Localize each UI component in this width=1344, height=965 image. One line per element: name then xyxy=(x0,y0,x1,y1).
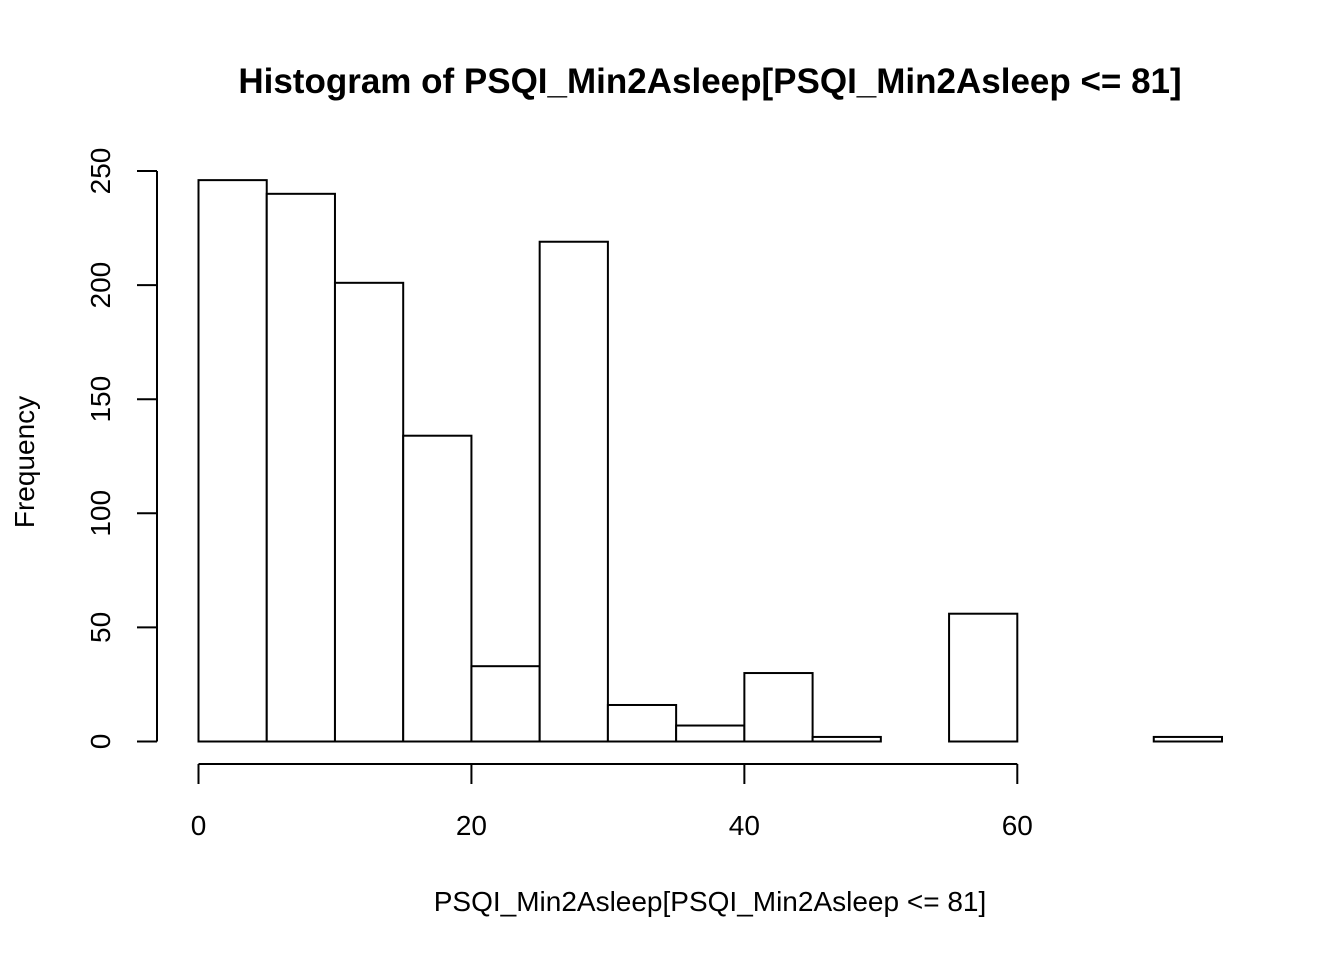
histogram-bar xyxy=(265,192,336,743)
histogram-bar xyxy=(333,281,405,743)
y-tick-label: 0 xyxy=(85,734,116,750)
histogram-bar xyxy=(606,703,678,743)
y-tick-label: 150 xyxy=(85,376,116,423)
histogram-bar xyxy=(470,665,541,743)
y-axis: 0 50 100 150 200 250 xyxy=(85,148,158,750)
histogram-bar xyxy=(1152,735,1224,743)
histogram-bar xyxy=(743,672,814,743)
y-axis-label: Frequency xyxy=(9,396,40,528)
y-tick-label: 100 xyxy=(85,490,116,537)
bars-group xyxy=(197,179,1224,743)
histogram-bar xyxy=(948,612,1019,743)
x-axis-label: PSQI_Min2Asleep[PSQI_Min2Asleep <= 81] xyxy=(434,886,987,917)
histogram-bar xyxy=(675,724,746,743)
x-tick-label: 20 xyxy=(456,810,487,841)
histogram-bar xyxy=(811,735,882,743)
y-tick-label: 50 xyxy=(85,612,116,643)
histogram-bar xyxy=(197,179,268,743)
x-tick-label: 0 xyxy=(191,810,207,841)
histogram-bar xyxy=(538,240,609,743)
y-tick-label: 200 xyxy=(85,262,116,309)
y-tick-label: 250 xyxy=(85,148,116,195)
x-axis: 0 20 40 60 xyxy=(191,763,1033,841)
x-tick-label: 40 xyxy=(729,810,760,841)
x-tick-label: 60 xyxy=(1002,810,1033,841)
histogram-bar xyxy=(402,434,473,743)
chart-title: Histogram of PSQI_Min2Asleep[PSQI_Min2As… xyxy=(238,62,1181,101)
